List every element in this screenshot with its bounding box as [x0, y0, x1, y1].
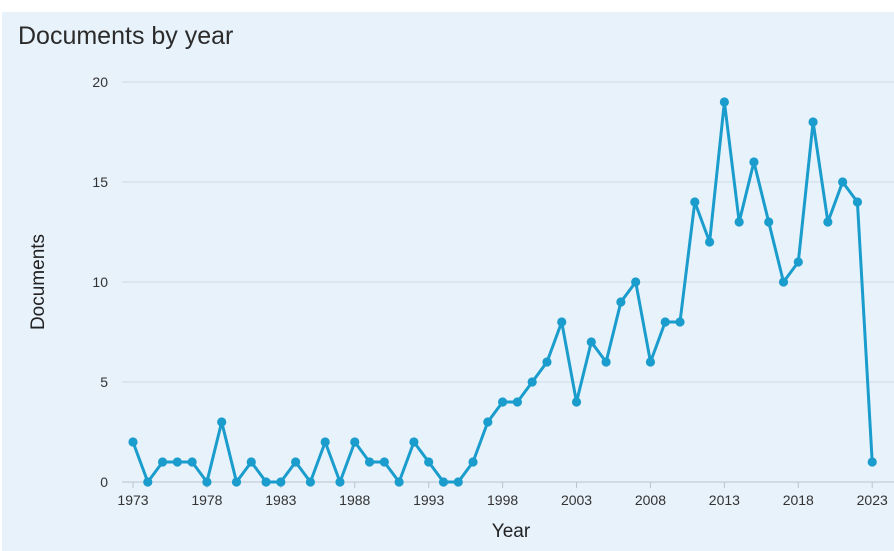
y-tick-label: 15	[92, 174, 108, 190]
data-point[interactable]	[645, 357, 656, 367]
data-point[interactable]	[202, 477, 212, 487]
x-axis-ticks: 1973 1978 1983 1988 1993 1998 2003 2008 2013 2018…	[117, 482, 888, 508]
data-point[interactable]	[438, 477, 449, 487]
data-point[interactable]	[291, 457, 301, 467]
chart-title: Documents by year	[18, 22, 234, 50]
data-point[interactable]	[157, 457, 168, 467]
data-point[interactable]	[586, 337, 596, 347]
x-tick-label: 1998	[487, 492, 518, 508]
data-point[interactable]	[424, 457, 434, 467]
x-tick-label: 1993	[413, 492, 444, 508]
data-point[interactable]	[379, 457, 389, 467]
x-tick-label: 2018	[783, 492, 814, 508]
data-point[interactable]	[867, 457, 877, 467]
data-point[interactable]	[764, 217, 774, 227]
data-point[interactable]	[498, 397, 508, 407]
x-tick-label: 2013	[709, 492, 740, 508]
data-point[interactable]	[468, 457, 478, 467]
data-point[interactable]	[364, 457, 375, 467]
y-tick-label: 10	[92, 274, 108, 290]
data-point[interactable]	[838, 177, 848, 187]
data-point[interactable]	[616, 297, 626, 307]
y-axis-title: Documents	[28, 234, 49, 330]
x-tick-label: 1988	[339, 492, 370, 508]
y-tick-label: 5	[100, 374, 108, 390]
data-point[interactable]	[852, 197, 863, 207]
data-point[interactable]	[143, 477, 153, 487]
data-point[interactable]	[793, 257, 803, 267]
data-point[interactable]	[675, 317, 685, 327]
y-axis-ticks: 0 5 10 15 20	[92, 74, 108, 490]
data-point[interactable]	[217, 417, 227, 427]
data-point[interactable]	[172, 457, 182, 467]
x-axis-title: Year	[492, 521, 531, 542]
data-point[interactable]	[394, 477, 404, 487]
data-point[interactable]	[261, 477, 271, 487]
data-point[interactable]	[778, 277, 789, 287]
data-point[interactable]	[808, 117, 818, 127]
x-tick-label: 2008	[635, 492, 666, 508]
data-point[interactable]	[527, 377, 537, 387]
data-point[interactable]	[704, 237, 715, 247]
data-point[interactable]	[231, 477, 242, 487]
x-tick-label: 1973	[117, 492, 148, 508]
data-point[interactable]	[823, 217, 833, 227]
y-tick-label: 0	[100, 474, 108, 490]
data-point[interactable]	[719, 97, 729, 107]
data-point[interactable]	[660, 317, 670, 327]
data-point[interactable]	[512, 397, 522, 407]
data-point[interactable]	[335, 477, 345, 487]
x-tick-label: 2003	[561, 492, 592, 508]
data-point[interactable]	[187, 457, 197, 467]
data-point[interactable]	[690, 197, 700, 207]
series-documents	[128, 97, 877, 487]
data-point[interactable]	[557, 317, 567, 327]
x-tick-label: 1983	[265, 492, 296, 508]
data-point[interactable]	[350, 437, 360, 447]
x-tick-label: 2023	[857, 492, 888, 508]
data-point[interactable]	[571, 397, 582, 407]
data-point[interactable]	[409, 437, 419, 447]
y-tick-label: 20	[92, 74, 108, 90]
data-point[interactable]	[320, 437, 330, 447]
data-point[interactable]	[305, 477, 316, 487]
series-line	[131, 100, 874, 484]
data-point[interactable]	[631, 277, 641, 287]
data-point[interactable]	[276, 477, 286, 487]
data-point[interactable]	[483, 417, 493, 427]
data-point[interactable]	[734, 217, 744, 227]
data-point[interactable]	[542, 357, 552, 367]
data-point[interactable]	[453, 477, 463, 487]
x-tick-label: 1978	[191, 492, 222, 508]
gridlines	[122, 81, 894, 483]
data-point[interactable]	[601, 357, 611, 367]
data-point[interactable]	[749, 157, 759, 167]
data-point[interactable]	[128, 437, 138, 447]
data-point[interactable]	[246, 457, 256, 467]
